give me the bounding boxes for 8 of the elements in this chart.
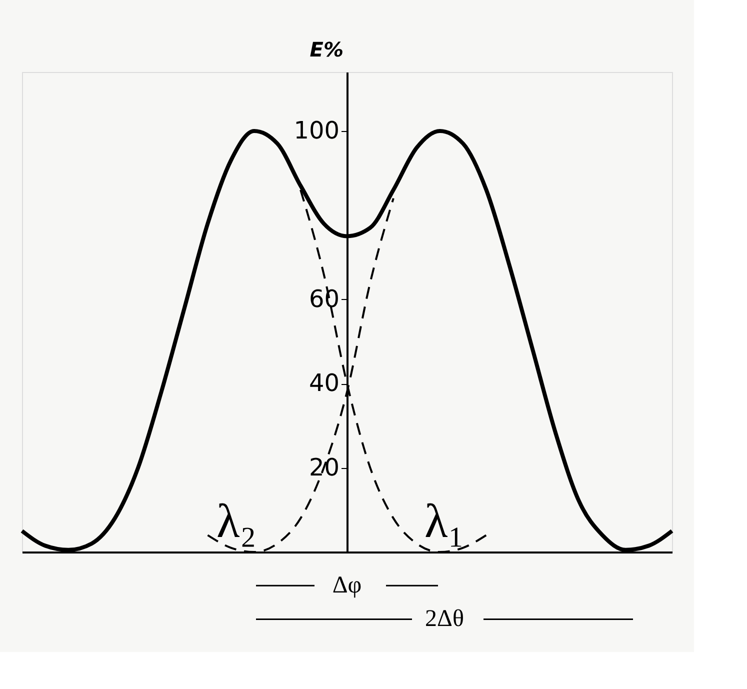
text: Δφ (332, 572, 362, 599)
y-tick-label: 60 (308, 284, 340, 313)
y-axis-title: E% (310, 38, 344, 62)
y-tick-label: 100 (294, 116, 340, 144)
annotation: λ₁ (424, 495, 465, 548)
y-tick-label: 40 (308, 369, 340, 398)
annotation: λ₂ (216, 495, 257, 548)
text: 2Δθ (425, 606, 464, 632)
